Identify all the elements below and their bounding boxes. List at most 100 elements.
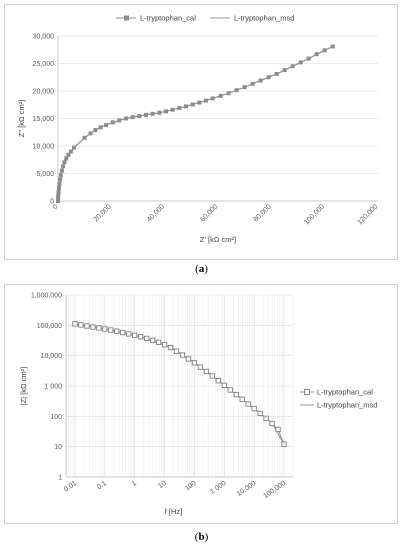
- data-point-cal: [68, 149, 73, 154]
- legend-marker-cal: [124, 15, 129, 21]
- data-point-cal: [137, 334, 144, 340]
- y-tick-label: 25,000: [33, 61, 55, 68]
- data-point-cal: [126, 331, 132, 337]
- data-point-cal: [191, 360, 198, 366]
- data-point-cal: [132, 332, 138, 338]
- data-point-cal: [242, 85, 247, 90]
- x-tick-label: 1 000: [209, 480, 227, 496]
- data-point-cal: [251, 405, 257, 412]
- data-point-cal: [233, 391, 239, 398]
- data-point-cal: [59, 168, 64, 173]
- x-tick-label: 100: [184, 480, 198, 492]
- x-axis-title: f [Hz]: [165, 507, 183, 516]
- data-point-cal: [282, 68, 287, 73]
- data-point-cal: [234, 88, 239, 93]
- y-tick-label: 1 000: [44, 384, 62, 391]
- data-point-cal: [64, 156, 69, 161]
- data-point-cal: [62, 160, 67, 165]
- data-point-cal: [164, 109, 168, 114]
- caption-b: (b): [194, 531, 209, 543]
- data-point-cal: [102, 326, 108, 332]
- data-point-cal: [185, 356, 192, 362]
- data-point-cal: [177, 106, 182, 111]
- data-point-cal: [56, 199, 60, 203]
- x-tick-label: 100,000: [262, 480, 287, 500]
- chart-b-frame: [4, 284, 398, 524]
- y-tick-label: 0: [50, 199, 54, 206]
- x-tick-label: 10: [157, 480, 167, 490]
- data-point-cal: [56, 195, 61, 200]
- data-point-cal: [184, 104, 188, 109]
- data-point-cal: [58, 177, 63, 182]
- data-point-cal: [88, 131, 93, 136]
- data-point-cal: [250, 81, 255, 86]
- y-tick-label: 15,000: [33, 116, 55, 123]
- data-point-cal: [269, 420, 275, 427]
- legend-label-msd: L-tryptophan_msd: [317, 401, 377, 410]
- x-tick-label: 0.1: [96, 480, 108, 491]
- data-point-cal: [72, 145, 76, 150]
- data-point-cal: [170, 107, 175, 112]
- data-point-cal: [258, 78, 263, 83]
- y-tick-label: 20,000: [33, 89, 55, 96]
- data-point-cal: [56, 185, 61, 190]
- data-point-cal: [66, 152, 71, 157]
- y-tick-label: 10,000: [33, 144, 55, 151]
- data-point-cal: [143, 335, 150, 342]
- data-point-cal: [117, 118, 122, 123]
- data-point-cal: [90, 324, 96, 330]
- y-tick-label: 1: [58, 475, 62, 482]
- data-point-cal: [281, 441, 287, 447]
- data-point-cal: [274, 71, 279, 76]
- data-point-cal: [226, 91, 231, 96]
- data-point-cal: [120, 329, 126, 336]
- data-point-cal: [197, 364, 204, 370]
- x-tick-label: 0.01: [63, 480, 78, 494]
- legend-label-cal: L-tryptophan_cal: [317, 388, 373, 397]
- data-point-cal: [130, 115, 135, 120]
- data-point-cal: [157, 110, 162, 115]
- data-point-cal: [167, 344, 174, 351]
- data-point-cal: [93, 128, 98, 133]
- y-tick-label: 10: [54, 444, 62, 451]
- data-point-cal: [173, 348, 180, 354]
- data-point-cal: [57, 181, 62, 186]
- data-point-cal: [155, 339, 162, 345]
- data-point-cal: [290, 64, 295, 69]
- data-point-cal: [266, 75, 271, 80]
- data-point-cal: [104, 123, 108, 128]
- y-tick-label: 100,000: [37, 323, 62, 330]
- data-point-cal: [210, 96, 215, 101]
- y-tick-label: 5,000: [36, 171, 54, 178]
- data-point-cal: [275, 426, 281, 433]
- x-tick-label: 10,000: [236, 480, 258, 498]
- data-point-cal: [257, 410, 263, 417]
- data-point-cal: [56, 192, 61, 197]
- data-point-cal: [78, 322, 84, 328]
- y-axis-title: Z'' [kΩ cm²]: [17, 100, 26, 138]
- legend-label-msd: L-tryptophan_msd: [234, 14, 294, 23]
- data-point-cal: [263, 415, 269, 421]
- data-point-cal: [215, 378, 221, 384]
- data-point-cal: [190, 102, 195, 107]
- y-axis-title: |Z| [kΩ cm²]: [19, 367, 28, 406]
- data-point-cal: [56, 189, 61, 194]
- data-point-cal: [298, 60, 303, 65]
- y-tick-label: 1,000,000: [31, 293, 62, 300]
- data-point-cal: [137, 114, 142, 119]
- data-point-cal: [114, 328, 120, 334]
- x-tick-label: 0: [52, 203, 60, 211]
- data-point-cal: [218, 93, 223, 98]
- data-point-cal: [203, 368, 210, 375]
- data-point-cal: [110, 120, 115, 125]
- y-tick-label: 30,000: [33, 34, 55, 41]
- y-tick-label: 10,000: [41, 353, 63, 360]
- data-point-cal: [314, 52, 319, 57]
- data-point-cal: [209, 373, 215, 379]
- data-point-cal: [179, 352, 186, 358]
- data-point-cal: [204, 98, 208, 103]
- data-point-cal: [96, 325, 102, 331]
- data-point-cal: [58, 173, 63, 178]
- data-point-cal: [72, 321, 78, 327]
